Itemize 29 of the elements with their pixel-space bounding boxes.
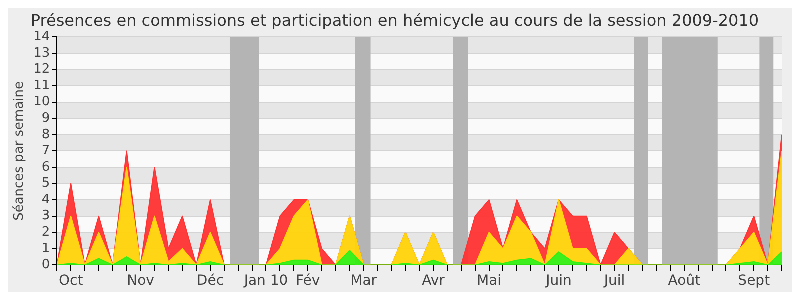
x-tick-label: Avr [422, 273, 446, 290]
y-tick-label: 4 [42, 192, 50, 208]
x-tick-label: Oct [58, 273, 84, 290]
x-tick-label: Juil [603, 273, 626, 290]
y-tick-label: 3 [42, 208, 50, 224]
chart-title: Présences en commissions et participation en hémicycle au cours de la session 2009-2010 [30, 10, 760, 30]
y-tick-label: 13 [34, 46, 50, 61]
y-tick-label: 10 [34, 94, 50, 110]
x-tick-label: Août [668, 273, 702, 290]
x-tick-label: Fév [296, 273, 320, 290]
y-tick-label: 1 [42, 241, 50, 256]
x-tick-label: Mar [350, 273, 378, 290]
x-tick-label: Jan 10 [243, 273, 288, 290]
y-tick-label: 12 [34, 62, 50, 78]
y-tick-label: 8 [42, 127, 50, 142]
x-tick-label: Juin [545, 273, 572, 290]
y-tick-label: 0 [42, 258, 50, 273]
y-tick-label: 2 [42, 225, 50, 240]
x-tick-label: Déc [196, 273, 224, 290]
y-tick-label: 9 [42, 111, 50, 126]
x-tick-label: Mai [476, 273, 502, 290]
y-tick-label: 14 [34, 30, 50, 45]
y-tick-label: 7 [42, 144, 50, 159]
y-tick-label: 6 [42, 160, 50, 175]
y-tick-label: 5 [42, 176, 50, 192]
y-tick-label: 11 [34, 78, 50, 94]
x-tick-label: Sept [738, 273, 771, 290]
x-tick-label: Nov [127, 273, 154, 290]
y-axis-title: Séances par semaine [12, 81, 28, 221]
